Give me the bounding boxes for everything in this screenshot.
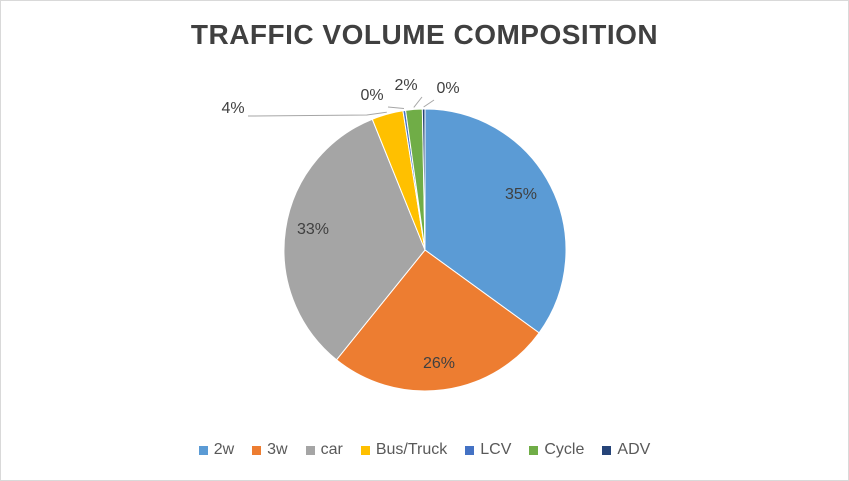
legend-item-car[interactable]: car: [305, 441, 343, 459]
legend-label: Bus/Truck: [375, 441, 448, 458]
data-label-adv: 0%: [436, 80, 459, 97]
legend-label: LCV: [480, 441, 512, 458]
leader-line-lcv: [387, 106, 405, 110]
data-label-car: 33%: [297, 221, 329, 238]
legend-label: Cycle: [544, 441, 585, 458]
chart-legend: 2w 3w car Bus/Truck LCV Cycle ADV: [1, 441, 848, 459]
legend-swatch: [465, 445, 475, 455]
chart-title: TRAFFIC VOLUME COMPOSITION: [190, 19, 659, 50]
legend-item-cycle[interactable]: Cycle: [529, 441, 584, 459]
legend-label: car: [320, 441, 343, 458]
legend-swatch: [529, 445, 539, 455]
data-label-lcv: 0%: [360, 87, 383, 104]
pie-slice-2w[interactable]: [424, 108, 567, 334]
leader-line-adv: [423, 99, 435, 108]
legend-label: 2w: [213, 441, 235, 458]
data-label-cycle: 2%: [394, 77, 417, 94]
legend-label: 3w: [267, 441, 288, 458]
data-label-bus-truck: 4%: [221, 100, 244, 117]
leader-line-bus-truck: [247, 111, 387, 117]
pie-slice-car[interactable]: [283, 118, 426, 361]
legend-swatch: [198, 445, 208, 455]
legend-swatch: [252, 445, 262, 455]
pie-slice-adv[interactable]: [421, 108, 426, 251]
legend-item-adv[interactable]: ADV: [602, 441, 650, 459]
legend-item-lcv[interactable]: LCV: [465, 441, 511, 459]
data-label-2w: 35%: [505, 186, 537, 203]
legend-swatch: [360, 445, 370, 455]
legend-item-bus-truck[interactable]: Bus/Truck: [360, 441, 448, 459]
legend-swatch: [305, 445, 315, 455]
leader-line-cycle: [413, 96, 423, 108]
legend-item-2w[interactable]: 2w: [198, 441, 235, 459]
legend-swatch: [602, 445, 612, 455]
legend-label: ADV: [617, 441, 651, 458]
pie-chart: 35% 26% 33% 4% 0% 2% 0%: [221, 77, 567, 392]
pie-slice-3w[interactable]: [335, 249, 540, 392]
data-label-3w: 26%: [423, 355, 455, 372]
legend-item-3w[interactable]: 3w: [252, 441, 288, 459]
